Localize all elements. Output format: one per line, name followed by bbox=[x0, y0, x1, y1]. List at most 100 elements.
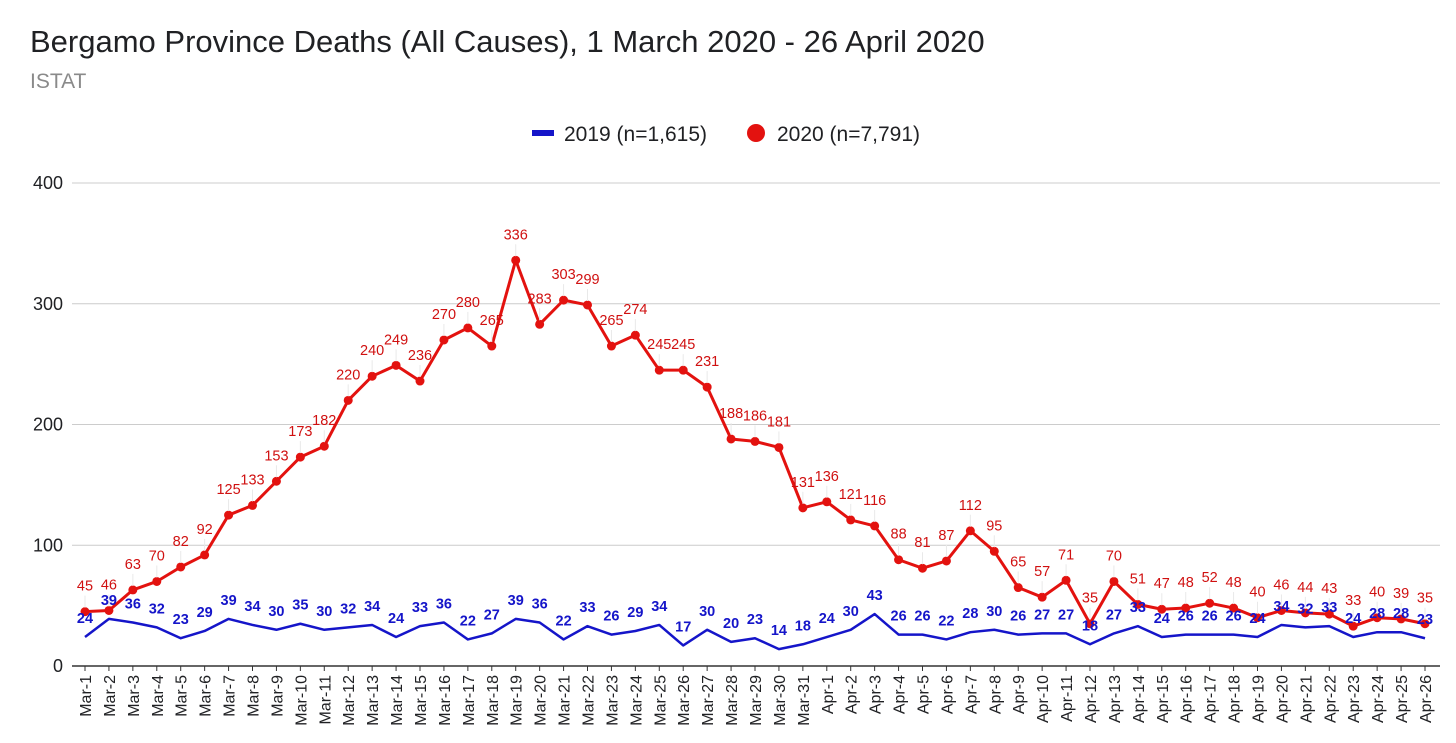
data-label-2020: 88 bbox=[891, 527, 907, 543]
data-point-2020 bbox=[846, 515, 856, 525]
data-label-2019: 30 bbox=[986, 604, 1002, 620]
data-point-2020 bbox=[1109, 576, 1119, 586]
data-label-2020: 82 bbox=[173, 534, 189, 550]
x-tick-label: Apr-16 bbox=[1179, 675, 1196, 723]
data-label-2020: 303 bbox=[551, 267, 575, 283]
legend-swatch-2020 bbox=[747, 124, 765, 142]
data-label-2020: 52 bbox=[1202, 570, 1218, 586]
data-label-2019: 26 bbox=[914, 609, 930, 625]
data-point-2020 bbox=[894, 555, 904, 565]
x-tick-label: Mar-31 bbox=[796, 675, 813, 726]
data-point-2020 bbox=[224, 510, 234, 520]
data-label-2020: 231 bbox=[695, 354, 719, 370]
data-label-2020: 136 bbox=[815, 469, 839, 485]
data-label-2019: 39 bbox=[508, 593, 524, 609]
x-tick-label: Mar-28 bbox=[724, 675, 741, 726]
data-label-2020: 283 bbox=[528, 291, 552, 307]
data-point-2020 bbox=[702, 382, 712, 392]
data-label-2020: 116 bbox=[863, 493, 886, 509]
x-tick-label: Mar-10 bbox=[293, 675, 310, 726]
data-label-2019: 24 bbox=[1345, 611, 1361, 627]
data-point-2020 bbox=[1013, 583, 1023, 593]
data-label-2020: 47 bbox=[1154, 576, 1170, 592]
x-tick-label: Mar-8 bbox=[246, 675, 263, 717]
data-label-2019: 32 bbox=[149, 601, 165, 617]
data-label-2019: 28 bbox=[1393, 606, 1409, 622]
data-point-2020 bbox=[941, 556, 951, 566]
x-tick-label: Mar-4 bbox=[150, 675, 167, 717]
x-tick-label: Mar-22 bbox=[581, 675, 598, 726]
data-point-2020 bbox=[1348, 621, 1358, 631]
data-point-2020 bbox=[726, 434, 736, 444]
x-tick-label: Apr-7 bbox=[963, 675, 980, 714]
data-label-2020: 44 bbox=[1297, 580, 1313, 596]
data-point-2020 bbox=[1324, 609, 1334, 619]
data-label-2019: 23 bbox=[747, 612, 763, 628]
x-tick-label: Apr-25 bbox=[1394, 675, 1411, 723]
x-tick-label: Apr-2 bbox=[844, 675, 861, 714]
data-label-2019: 27 bbox=[1106, 607, 1122, 623]
data-label-2019: 33 bbox=[1130, 600, 1146, 616]
data-label-2020: 81 bbox=[914, 535, 930, 551]
x-tick-label: Apr-1 bbox=[820, 675, 837, 714]
data-label-2019: 23 bbox=[1417, 612, 1433, 628]
data-point-2020 bbox=[271, 476, 281, 486]
x-tick-label: Apr-9 bbox=[1011, 675, 1028, 714]
chart-subtitle: ISTAT bbox=[30, 70, 87, 93]
data-point-2020 bbox=[1300, 608, 1310, 618]
data-point-2020 bbox=[415, 376, 425, 386]
data-point-2020 bbox=[965, 526, 975, 536]
data-point-2020 bbox=[798, 503, 808, 513]
y-tick-label: 0 bbox=[53, 656, 63, 676]
data-label-2020: 57 bbox=[1034, 564, 1050, 580]
data-label-2019: 33 bbox=[579, 600, 595, 616]
x-tick-label: Mar-5 bbox=[174, 675, 191, 717]
data-label-2019: 28 bbox=[962, 606, 978, 622]
x-tick-label: Apr-17 bbox=[1203, 675, 1220, 723]
y-axis: 0 100 200 300 400 bbox=[33, 173, 63, 676]
data-label-2019: 22 bbox=[460, 613, 476, 629]
data-label-2020: 70 bbox=[1106, 548, 1122, 564]
chart-legend: 2019 (n=1,615) 2020 (n=7,791) bbox=[532, 123, 920, 146]
x-tick-label: Mar-6 bbox=[198, 675, 215, 717]
x-tick-label: Mar-11 bbox=[317, 675, 334, 725]
data-point-2020 bbox=[606, 341, 616, 351]
data-point-2020 bbox=[1181, 603, 1191, 613]
data-label-2020: 48 bbox=[1226, 575, 1242, 591]
x-axis: Mar-1 Mar-2 Mar-3 Mar-4 Mar-5 Mar-6 Mar-7 Mar-8… bbox=[78, 666, 1435, 726]
data-label-2020: 133 bbox=[240, 472, 264, 488]
data-point-2020 bbox=[750, 436, 760, 446]
data-point-2020 bbox=[80, 607, 90, 617]
y-tick-label: 100 bbox=[33, 535, 63, 555]
data-point-2020 bbox=[319, 441, 329, 451]
data-label-2020: 125 bbox=[216, 482, 240, 498]
x-tick-label: Mar-29 bbox=[748, 675, 765, 726]
data-point-2020 bbox=[870, 521, 880, 531]
data-label-2020: 245 bbox=[647, 337, 671, 353]
data-label-2019: 32 bbox=[1297, 601, 1313, 617]
x-tick-label: Mar-2 bbox=[102, 675, 119, 717]
data-label-2020: 40 bbox=[1249, 585, 1265, 601]
data-label-2020: 40 bbox=[1369, 585, 1385, 601]
data-label-2019: 26 bbox=[891, 609, 907, 625]
data-point-2020 bbox=[774, 442, 784, 452]
data-point-2020 bbox=[200, 550, 210, 560]
data-label-2019: 22 bbox=[938, 613, 954, 629]
x-tick-label: Apr-15 bbox=[1155, 675, 1172, 723]
data-label-2019: 26 bbox=[603, 609, 619, 625]
data-label-2019: 36 bbox=[436, 597, 452, 613]
x-tick-label: Apr-8 bbox=[987, 675, 1004, 714]
data-label-2020: 92 bbox=[197, 522, 213, 538]
data-label-2019: 20 bbox=[723, 616, 739, 632]
data-label-2019: 27 bbox=[1034, 607, 1050, 623]
data-point-2020 bbox=[104, 605, 114, 615]
data-label-2020: 245 bbox=[671, 337, 695, 353]
x-tick-label: Mar-9 bbox=[269, 675, 286, 717]
data-label-2020: 35 bbox=[1082, 591, 1098, 607]
data-point-2020 bbox=[1133, 599, 1143, 609]
y-tick-label: 400 bbox=[33, 173, 63, 193]
data-label-2020: 220 bbox=[336, 367, 360, 383]
data-label-2020: 182 bbox=[312, 413, 336, 429]
data-point-2020 bbox=[511, 255, 521, 265]
data-label-2020: 181 bbox=[767, 414, 791, 430]
